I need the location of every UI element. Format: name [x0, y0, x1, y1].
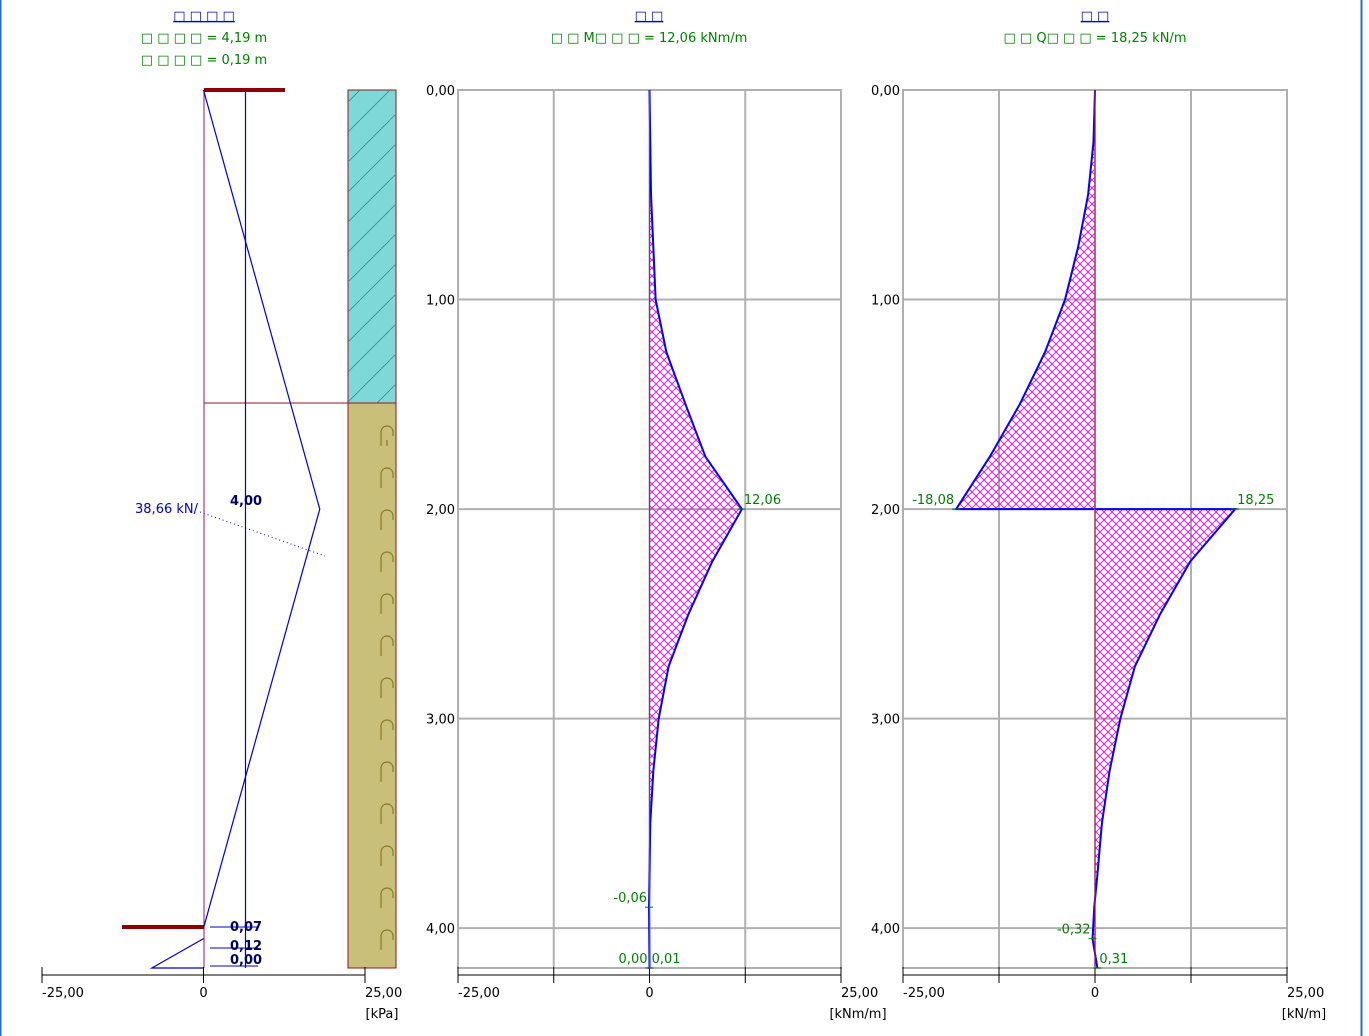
panel-subtitle: □ □ M□ □ □ = 12,06 kNm/m — [551, 31, 748, 46]
y-tick-label: 4,00 — [426, 922, 455, 937]
value-label: 18,25 — [1237, 493, 1274, 508]
y-tick-label: 0,00 — [871, 84, 900, 99]
area — [649, 90, 742, 968]
panel-title: □ □ — [635, 9, 664, 24]
y-tick-label: 3,00 — [426, 713, 455, 728]
y-tick-label: 4,00 — [871, 922, 900, 937]
x-tick-label: 25,00 — [841, 986, 878, 1001]
x-tick-label: -25,00 — [903, 986, 945, 1001]
annotation: 38,66 kN/ — [135, 502, 199, 517]
force-leader — [200, 512, 325, 556]
soil-hatch — [348, 90, 396, 403]
x-tick-label: 25,00 — [365, 986, 402, 1001]
value-label: -0,32 — [1057, 923, 1091, 938]
x-tick-label: 0 — [199, 986, 207, 1001]
value-label: -18,08 — [912, 493, 954, 508]
value-label: 0,00 — [619, 952, 648, 967]
y-tick-label: 1,00 — [426, 294, 455, 309]
panel-subtitle: □ □ Q□ □ □ = 18,25 kN/m — [1004, 31, 1187, 46]
soil-layer-2 — [348, 403, 396, 968]
screen: 38,66 kN/ 4,00 0,07 0,12 0,00 □ □ □ □□ □… — [0, 0, 1369, 1036]
y-tick-label: 3,00 — [871, 713, 900, 728]
line — [152, 939, 204, 968]
value-label: 0,01 — [652, 952, 681, 967]
y-tick-label: 2,00 — [426, 503, 455, 518]
panel-title: □ □ — [1081, 9, 1110, 24]
value-label: 0,31 — [1099, 952, 1128, 967]
panel-title: □ □ □ □ — [173, 9, 235, 24]
line — [204, 90, 320, 928]
value-label: 12,06 — [744, 493, 781, 508]
x-tick-label: -25,00 — [458, 986, 500, 1001]
panel-subtitle: □ □ □ □ = 0,19 m — [141, 53, 267, 68]
x-unit: [kN/m] — [1282, 1007, 1326, 1022]
x-unit: [kPa] — [366, 1007, 399, 1022]
x-tick-label: 0 — [1091, 986, 1099, 1001]
x-unit: [kNm/m] — [829, 1007, 886, 1022]
x-tick-label: -25,00 — [42, 986, 84, 1001]
x-tick-label: 25,00 — [1287, 986, 1324, 1001]
y-tick-label: 0,00 — [426, 84, 455, 99]
value-label: -0,06 — [613, 891, 647, 906]
x-tick-label: 0 — [645, 986, 653, 1001]
y-tick-label: 2,00 — [871, 503, 900, 518]
panel-subtitle: □ □ □ □ = 4,19 m — [141, 31, 267, 46]
y-tick-label: 1,00 — [871, 294, 900, 309]
